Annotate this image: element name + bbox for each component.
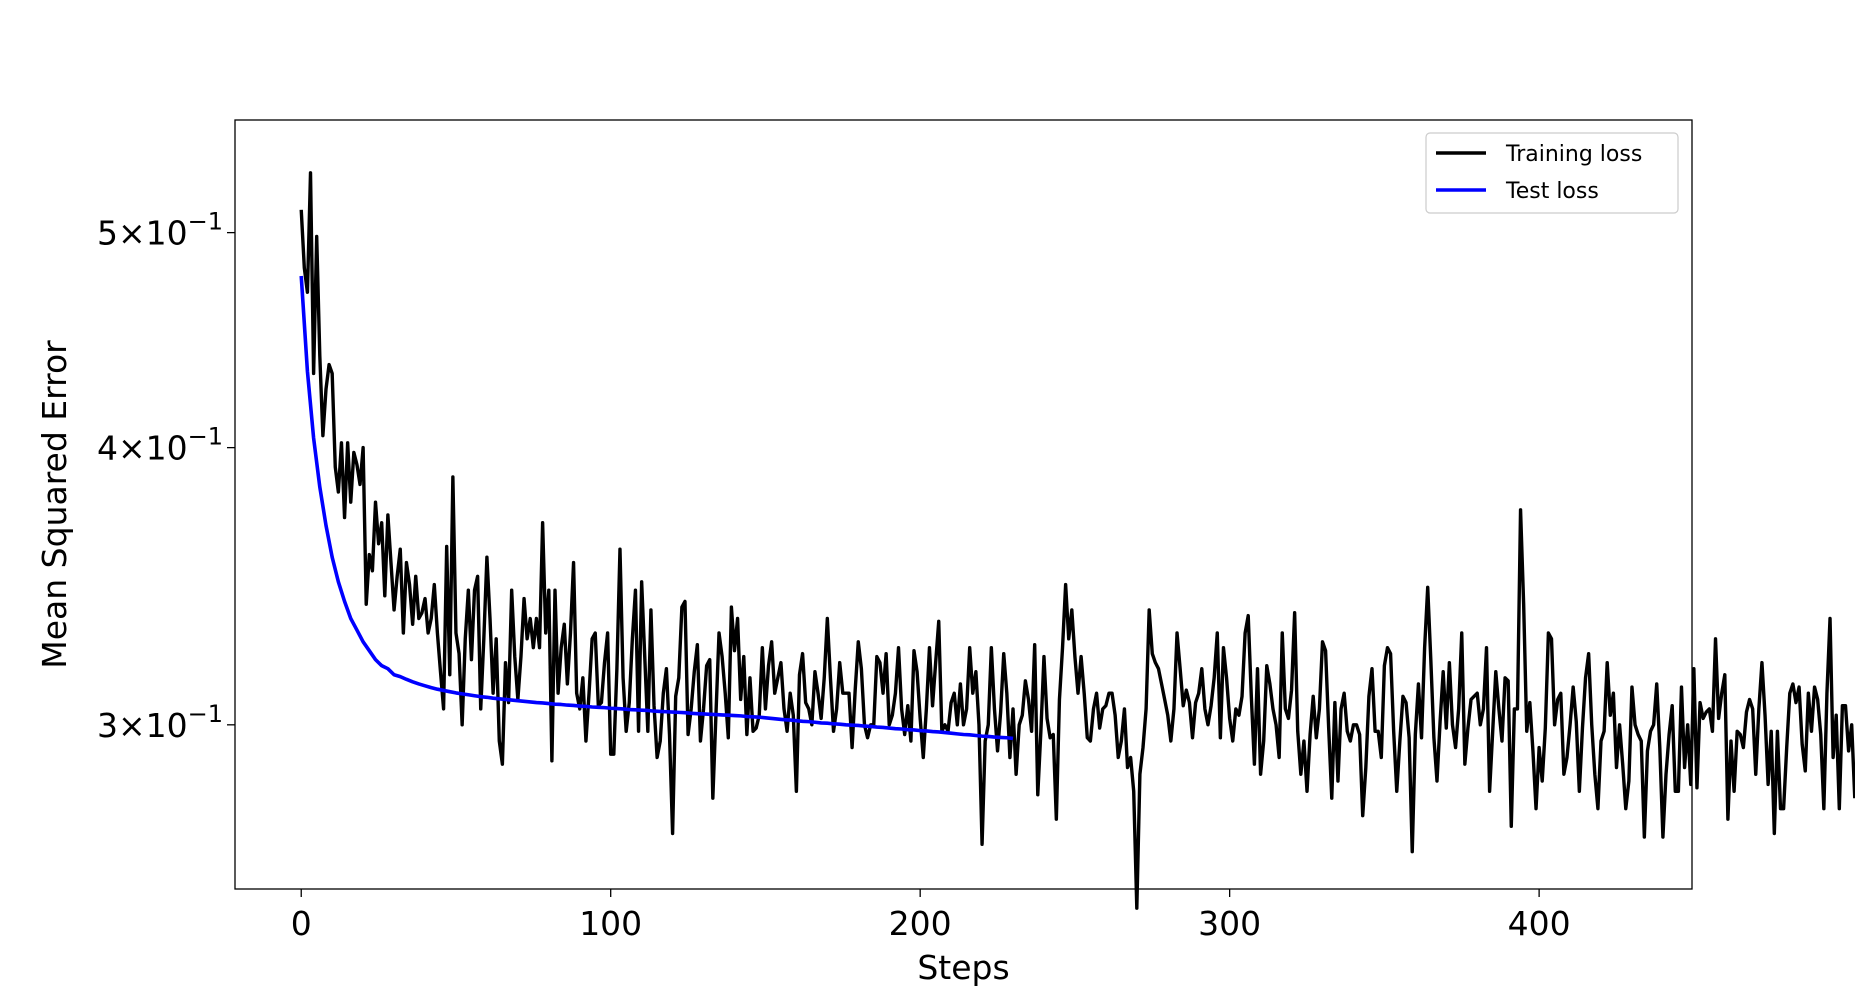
x-tick-label: 400 — [1508, 904, 1571, 943]
x-tick-label: 200 — [889, 904, 952, 943]
x-tick-label: 100 — [579, 904, 642, 943]
x-tick-label: 300 — [1198, 904, 1261, 943]
legend-label: Training loss — [1505, 142, 1642, 167]
y-axis-label: Mean Squared Error — [35, 340, 74, 669]
legend-label: Test loss — [1505, 179, 1599, 204]
x-axis-label: Steps — [917, 948, 1009, 986]
legend: Training loss Test loss — [1426, 133, 1678, 213]
x-tick-label: 0 — [291, 904, 312, 943]
